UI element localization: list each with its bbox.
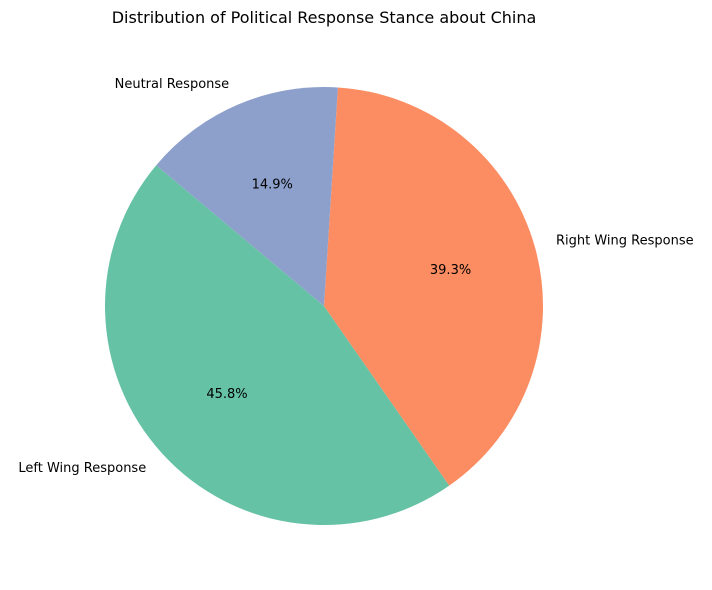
pie-slice-right-wing-response (324, 87, 543, 486)
slice-label: Left Wing Response (18, 461, 146, 476)
slice-labels: Left Wing Response Right Wing Response Neu… (18, 77, 693, 476)
slice-label: Neutral Response (115, 77, 230, 92)
percentage-label: 45.8% (206, 387, 247, 402)
slice-label: Right Wing Response (556, 234, 694, 249)
pie-slices (105, 87, 543, 526)
pie-slice-neutral-response (156, 87, 338, 306)
pie-slice-left-wing-response (105, 165, 450, 526)
percentage-labels: 45.8% 39.3% 14.9% (206, 178, 471, 402)
percentage-label: 14.9% (252, 178, 293, 193)
chart-title: Distribution of Political Response Stanc… (112, 8, 537, 27)
percentage-label: 39.3% (430, 263, 471, 278)
